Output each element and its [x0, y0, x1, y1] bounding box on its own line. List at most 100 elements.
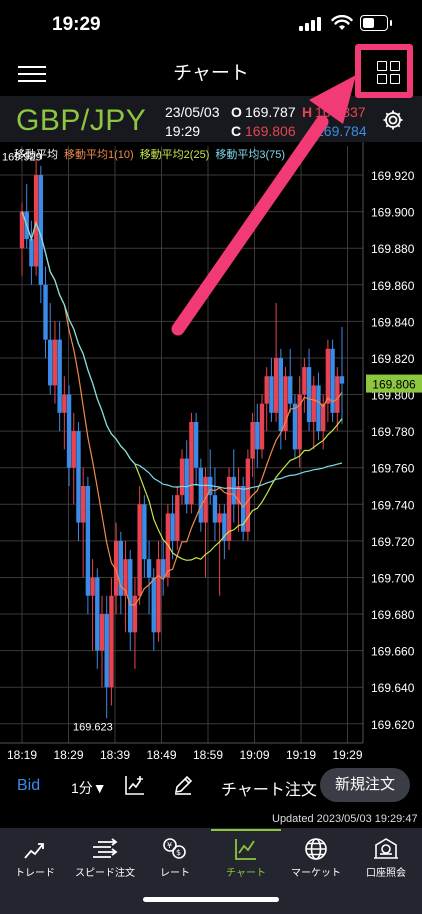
- candle-body: [95, 577, 100, 651]
- tab-speed-order[interactable]: スピード注文: [70, 832, 140, 882]
- candle-body: [113, 540, 119, 596]
- candle-body: [118, 540, 124, 596]
- chart-order-button[interactable]: チャート注文: [221, 782, 317, 799]
- candle-body: [175, 495, 180, 541]
- candle-body: [292, 403, 298, 450]
- candle-body: [52, 339, 58, 386]
- candle-body: [255, 421, 260, 450]
- candle-body: [160, 559, 166, 578]
- candle-body: [193, 421, 199, 468]
- home-indicator: [143, 897, 279, 902]
- high-label: H: [302, 104, 313, 120]
- tab-label: レート: [160, 868, 190, 879]
- x-tick-label: 18:29: [53, 748, 83, 762]
- wifi-icon: [331, 15, 353, 30]
- tab-label: 口座照会: [366, 868, 406, 879]
- quote-time: 19:29: [165, 123, 201, 139]
- new-order-button[interactable]: 新規注文: [320, 768, 410, 802]
- candle-body: [335, 376, 340, 413]
- tab-label: チャート: [226, 868, 266, 879]
- interval-dropdown[interactable]: 1分▼: [71, 780, 107, 796]
- currency-pair[interactable]: GBP/JPY: [16, 104, 147, 137]
- candle-body: [316, 385, 321, 432]
- page-title: チャート: [173, 63, 249, 84]
- y-tick-label: 169.900: [371, 206, 415, 220]
- candle-body: [297, 394, 302, 450]
- grid-layout-icon[interactable]: [377, 61, 401, 85]
- bid-ask-toggle[interactable]: Bid: [17, 777, 41, 794]
- candle-body: [57, 339, 62, 413]
- globe-icon: [305, 838, 327, 860]
- legend-ma3: 移動平均3(75): [215, 149, 286, 161]
- battery-icon: [360, 15, 392, 31]
- pencil-icon[interactable]: [172, 774, 194, 796]
- candle-body: [189, 421, 194, 505]
- trade-chart-icon: [24, 843, 44, 859]
- candle-body: [283, 376, 288, 432]
- close-value: 169.806: [245, 123, 296, 139]
- candle-body: [71, 431, 76, 468]
- tab-label: トレード: [15, 868, 55, 879]
- min-price-label: 169.623: [73, 721, 113, 733]
- gear-icon[interactable]: [381, 108, 405, 132]
- candle-body: [250, 421, 255, 459]
- candle-body: [76, 431, 81, 523]
- y-tick-label: 169.860: [371, 279, 415, 293]
- hamburger-menu-icon[interactable]: [18, 66, 46, 82]
- highlight-box: [355, 44, 413, 98]
- x-tick-label: 18:19: [7, 748, 37, 762]
- candlestick-chart[interactable]: 169.920 169.900 169.880 169.860 169.840 169.8…: [0, 142, 422, 769]
- moving-average-legend: 移動平均 移動平均1(10) 移動平均2(25) 移動平均3(75): [14, 146, 291, 162]
- active-tab-indicator: [211, 829, 281, 831]
- candle-body: [43, 284, 48, 340]
- y-tick-label: 169.760: [371, 462, 415, 476]
- candle-body: [288, 376, 293, 404]
- tab-rate[interactable]: ¥ $ レート: [140, 832, 210, 882]
- candle-body: [123, 559, 128, 596]
- y-tick-label: 169.640: [371, 681, 415, 695]
- candle-body: [62, 394, 67, 413]
- tab-account[interactable]: 口座照会: [351, 832, 421, 882]
- chart-line-icon: [235, 839, 256, 860]
- moving-average-3-line: [21, 211, 343, 490]
- x-tick-label: 19:29: [332, 748, 362, 762]
- candle-body: [330, 348, 335, 413]
- candle-body: [273, 357, 279, 413]
- candle-body: [302, 367, 307, 395]
- candle-body: [278, 357, 284, 432]
- candle-body: [184, 458, 189, 505]
- candle-body: [339, 376, 345, 384]
- candle-body: [151, 577, 156, 633]
- y-tick-label: 169.620: [371, 718, 415, 732]
- candle-body: [311, 385, 316, 422]
- low-value: 169.784: [316, 123, 367, 139]
- candle-body: [203, 476, 208, 523]
- candle-body: [306, 367, 312, 422]
- legend-title: 移動平均: [14, 149, 58, 161]
- candle-body: [198, 467, 204, 523]
- candle-body: [33, 175, 39, 267]
- tab-label: スピード注文: [75, 868, 135, 879]
- tab-chart[interactable]: チャート: [211, 832, 281, 882]
- status-bar: 19:29: [0, 0, 422, 48]
- price-chart[interactable]: 169.920 169.900 169.880 169.860 169.840 169.8…: [0, 142, 422, 769]
- cellular-signal-icon: [299, 17, 321, 31]
- candle-body: [19, 211, 25, 249]
- y-tick-label: 169.720: [371, 535, 415, 549]
- candle-body: [231, 476, 236, 505]
- x-tick-label: 19:09: [239, 748, 269, 762]
- candle-body: [29, 239, 34, 267]
- y-tick-label: 169.820: [371, 352, 415, 366]
- updated-timestamp: Updated 2023/05/03 19:29:47: [272, 813, 418, 825]
- candle-body: [132, 595, 138, 633]
- y-tick-label: 169.920: [371, 169, 415, 183]
- tab-market[interactable]: マーケット: [281, 832, 351, 882]
- indicator-add-icon[interactable]: [124, 774, 146, 796]
- candle-body: [99, 614, 105, 651]
- candle-body: [222, 513, 227, 541]
- tab-trade[interactable]: トレード: [0, 832, 70, 882]
- candle-body: [146, 559, 152, 578]
- candle-body: [85, 485, 91, 596]
- candle-body: [264, 376, 269, 404]
